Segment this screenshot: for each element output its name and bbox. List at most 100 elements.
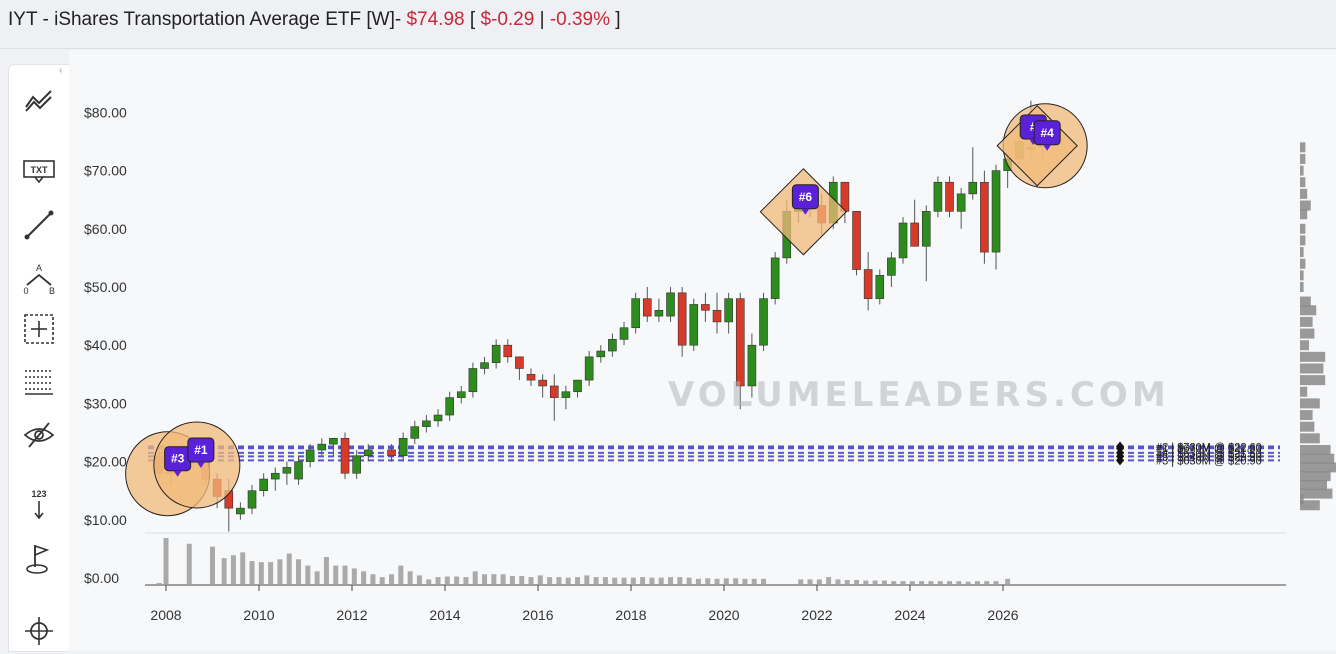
number-marker-icon[interactable]: 123 (21, 487, 57, 523)
volume-profile-bar (1300, 282, 1304, 292)
candle-body (712, 309, 722, 323)
candle-body (619, 327, 629, 340)
level-label: #5 | $840M @ $20.90 (1156, 451, 1262, 463)
volume-bar (891, 581, 897, 584)
separator: | (539, 9, 545, 30)
x-tick-label: 2016 (522, 607, 553, 623)
volume-bar (186, 543, 192, 584)
volume-profile-bar (1300, 296, 1311, 307)
candle-body (410, 426, 420, 439)
volume-bar (575, 577, 581, 584)
abc-label-0: 0 (23, 286, 28, 296)
volume-bar (416, 575, 422, 584)
volume-bar (500, 574, 506, 584)
volume-bar (463, 577, 469, 584)
marker-pointer (801, 208, 810, 215)
candle-body (363, 449, 373, 457)
candle-body (631, 298, 640, 329)
candle-body (759, 298, 768, 346)
collapse-toolbar-icon[interactable]: ‹ (59, 65, 63, 76)
line-tool-icon[interactable] (21, 207, 57, 243)
volume-bar (677, 577, 683, 584)
volume-bar (714, 578, 720, 584)
candle-body (491, 344, 501, 363)
y-tick-label: $60.00 (84, 221, 127, 237)
candle-body (863, 269, 873, 299)
abc-pattern-icon[interactable]: A 0 B (21, 261, 57, 297)
candle-body (968, 181, 978, 195)
volume-bar (612, 577, 618, 584)
volume-bar (398, 565, 404, 584)
volume-profile-bar (1300, 488, 1333, 499)
text-tool-label: TXT (31, 165, 49, 175)
y-tick-label: $50.00 (84, 279, 127, 295)
candle-body (584, 356, 594, 381)
title-bar: IYT - iShares Transportation Average ETF… (0, 0, 1336, 49)
volume-bar (900, 581, 906, 584)
fibonacci-lines-icon[interactable] (21, 363, 57, 399)
candle-body (561, 391, 571, 398)
candle-body (608, 339, 617, 352)
volume-bar (472, 571, 478, 584)
candle-body (247, 490, 257, 509)
candle-body (724, 298, 733, 323)
marker-pointer (196, 461, 205, 468)
flag-marker-icon[interactable] (21, 541, 57, 577)
volume-profile-bar (1300, 433, 1320, 444)
volume-bar (258, 562, 264, 584)
candle-body (573, 379, 582, 393)
volume-bar (854, 579, 860, 584)
level-diamond-icon (1116, 455, 1124, 466)
volume-profile-bar (1300, 471, 1331, 482)
volume-bar (323, 556, 329, 584)
candle-body (445, 397, 454, 416)
y-tick-label: $10.00 (84, 512, 127, 528)
volume-profile-bar (1300, 479, 1327, 490)
candle-body (480, 362, 489, 369)
volume-profile-bar (1300, 410, 1313, 421)
volume-bar (268, 562, 274, 584)
volume-profile-bar (1300, 188, 1308, 199)
volume-profile-bar (1300, 444, 1331, 455)
volume-bar (881, 580, 887, 584)
x-tick-label: 2026 (987, 607, 1018, 623)
volume-bar (630, 577, 636, 584)
volume-bar (816, 579, 822, 584)
x-tick-label: 2012 (336, 607, 367, 623)
volume-bar (519, 575, 525, 584)
y-tick-label: $0.00 (84, 570, 119, 586)
marker-label: #1 (194, 443, 208, 457)
text-tool-icon[interactable]: TXT (21, 153, 57, 189)
hide-eye-icon[interactable] (21, 417, 57, 453)
x-tick-label: 2010 (243, 607, 274, 623)
volume-profile-bar (1300, 247, 1304, 258)
x-tick-label: 2024 (894, 607, 925, 623)
crosshair-box-icon[interactable] (21, 311, 57, 347)
volume-bar (249, 561, 255, 584)
volume-bar (435, 577, 441, 584)
volume-bar (705, 578, 711, 584)
volume-bar (454, 576, 460, 584)
candle-body (642, 298, 652, 317)
volume-bar (565, 577, 571, 584)
volume-profile-bar (1300, 328, 1315, 339)
candle-body (701, 304, 710, 311)
marker-label: #3 (171, 452, 185, 466)
volume-bar (844, 579, 850, 584)
volume-bar (491, 574, 497, 584)
candle-body (526, 373, 536, 381)
volume-profile-bar (1300, 270, 1304, 281)
plot-background (69, 50, 1336, 650)
marker-badge[interactable] (1033, 120, 1061, 146)
candle-body (747, 344, 757, 387)
x-tick-label: 2020 (708, 607, 739, 623)
volume-bar (593, 577, 599, 584)
volume-profile-bar (1300, 421, 1315, 432)
trend-tool-icon[interactable] (21, 83, 57, 119)
volume-bar (733, 578, 739, 584)
volume-profile-bar (1300, 462, 1336, 473)
volume-bar (210, 546, 215, 584)
volume-profile-bar (1300, 363, 1324, 374)
zoom-target-icon[interactable] (21, 613, 57, 649)
